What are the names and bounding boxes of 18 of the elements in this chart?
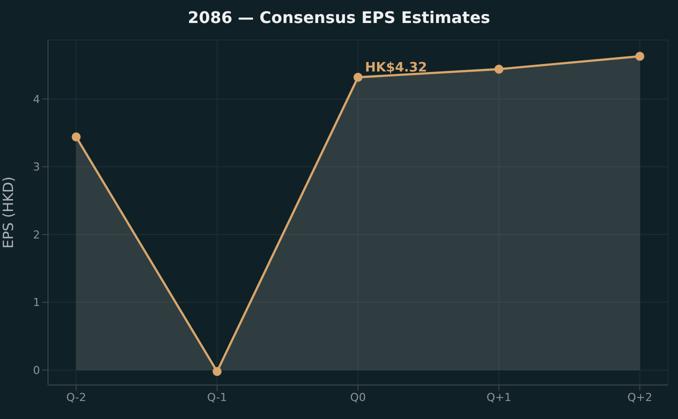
y-tick-label: 2: [33, 228, 40, 242]
point: [494, 64, 504, 74]
chart-title: 2086 — Consensus EPS Estimates: [186, 8, 492, 27]
y-tick-label: 3: [33, 160, 40, 174]
x-tick-label: Q+1: [486, 390, 512, 404]
y-tick-label: 4: [33, 92, 40, 106]
x-tick-label: Q-2: [66, 390, 86, 404]
point: [635, 52, 644, 61]
annotation: HK$4.32: [365, 60, 428, 76]
point: [72, 132, 81, 142]
x-tick-label: Q0: [350, 390, 366, 404]
point: [354, 72, 362, 82]
y-tick-label: 0: [33, 364, 40, 377]
x-tick-label: Q-1: [207, 390, 228, 404]
y-tick-label: 1: [33, 296, 40, 310]
point: [212, 366, 222, 376]
x-tick-label: Q+2: [627, 390, 652, 404]
y-axis-title: EPS (HKD): [0, 176, 17, 249]
